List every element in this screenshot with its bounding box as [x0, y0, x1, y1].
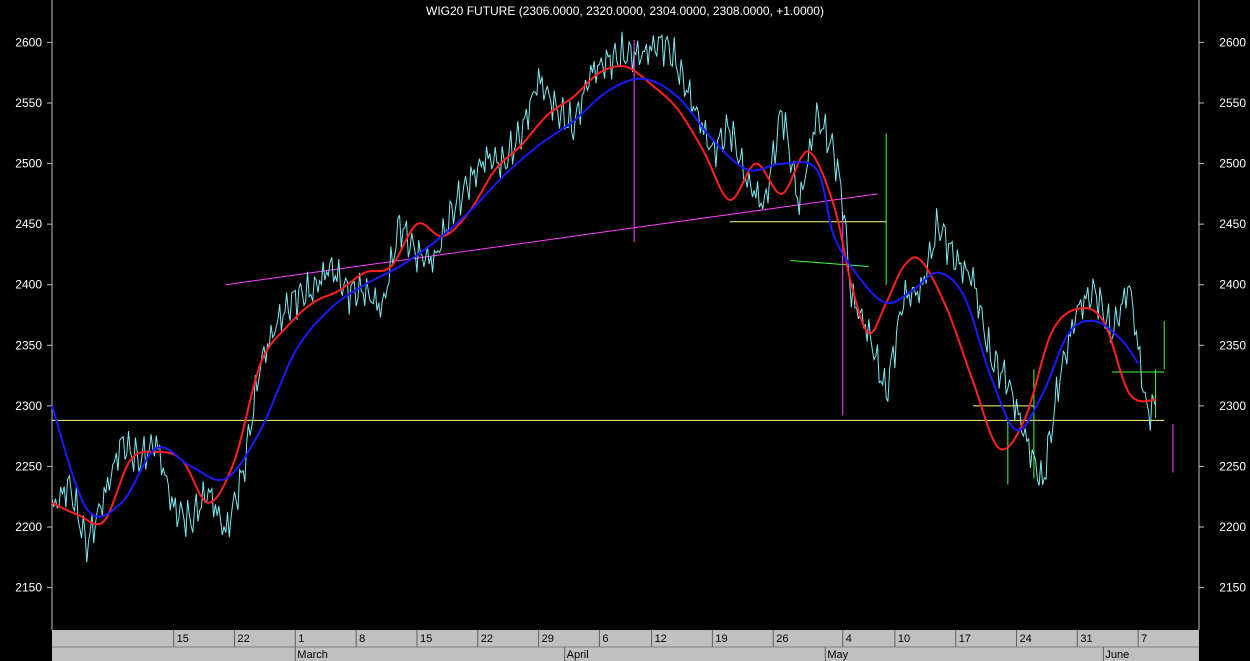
day-tick-label: 26 — [776, 633, 788, 645]
y-tick-label-left: 2550 — [15, 96, 42, 110]
month-tick-label: June — [1105, 649, 1129, 661]
day-tick-label: 7 — [1141, 633, 1147, 645]
y-tick-label-left: 2500 — [15, 157, 42, 171]
day-tick-label: 15 — [420, 633, 432, 645]
y-tick-label-right: 2250 — [1219, 459, 1246, 473]
day-tick-label: 31 — [1080, 633, 1092, 645]
day-tick-label: 6 — [602, 633, 608, 645]
day-tick-label: 1 — [298, 633, 304, 645]
day-tick-label: 15 — [177, 633, 189, 645]
month-axis-band — [52, 647, 1199, 661]
y-tick-label-right: 2450 — [1219, 217, 1246, 231]
y-tick-label-right: 2500 — [1219, 157, 1246, 171]
slow-moving-average-line — [51, 77, 1140, 518]
fast-moving-average-line — [51, 64, 1156, 526]
right-y-axis: 2150 2200 2250 2300 2350 2400 2450 2500 2550 2600 — [1199, 35, 1246, 595]
day-tick-label: 8 — [359, 633, 365, 645]
day-tick-label: 29 — [542, 633, 554, 645]
day-tick-label: 17 — [959, 633, 971, 645]
y-tick-label-left: 2300 — [15, 399, 42, 413]
day-tick-label: 12 — [655, 633, 667, 645]
y-tick-label-left: 2250 — [15, 459, 42, 473]
y-tick-label-right: 2400 — [1219, 278, 1246, 292]
annotation-lines — [52, 39, 1174, 485]
day-axis-band — [52, 630, 1199, 647]
annotation-horizontal-4 — [790, 259, 869, 268]
month-tick-label: March — [297, 649, 328, 661]
y-tick-label-right: 2350 — [1219, 338, 1246, 352]
y-tick-label-right: 2600 — [1219, 35, 1246, 49]
y-tick-label-right: 2150 — [1219, 581, 1246, 595]
day-tick-label: 19 — [715, 633, 727, 645]
y-tick-label-left: 2450 — [15, 217, 42, 231]
day-tick-label: 22 — [237, 633, 249, 645]
left-y-axis: 2150 2200 2250 2300 2350 2400 2450 2500 2550 2600 — [15, 35, 52, 595]
series-lines — [51, 31, 1157, 563]
y-tick-label-left: 2150 — [15, 581, 42, 595]
price-series-line — [51, 31, 1157, 563]
y-tick-label-left: 2200 — [15, 520, 42, 534]
day-tick-label: 22 — [481, 633, 493, 645]
day-axis: 15 22 1 8 15 22 29 6 12 19 26 4 10 17 24 31 7 — [173, 630, 1147, 647]
y-tick-label-left: 2400 — [15, 278, 42, 292]
y-tick-label-right: 2300 — [1219, 399, 1246, 413]
annotation-trendline-0 — [225, 193, 878, 286]
month-axis: March April May June — [294, 647, 1129, 661]
y-tick-label-left: 2350 — [15, 338, 42, 352]
month-tick-label: April — [567, 649, 589, 661]
day-tick-label: 24 — [1020, 633, 1032, 645]
day-tick-label: 10 — [898, 633, 910, 645]
y-tick-label-left: 2600 — [15, 35, 42, 49]
day-tick-label: 4 — [846, 633, 852, 645]
month-tick-label: May — [827, 649, 848, 661]
y-tick-label-right: 2200 — [1219, 520, 1246, 534]
y-tick-label-right: 2550 — [1219, 96, 1246, 110]
chart-title: WIG20 FUTURE (2306.0000, 2320.0000, 2304… — [426, 4, 824, 18]
